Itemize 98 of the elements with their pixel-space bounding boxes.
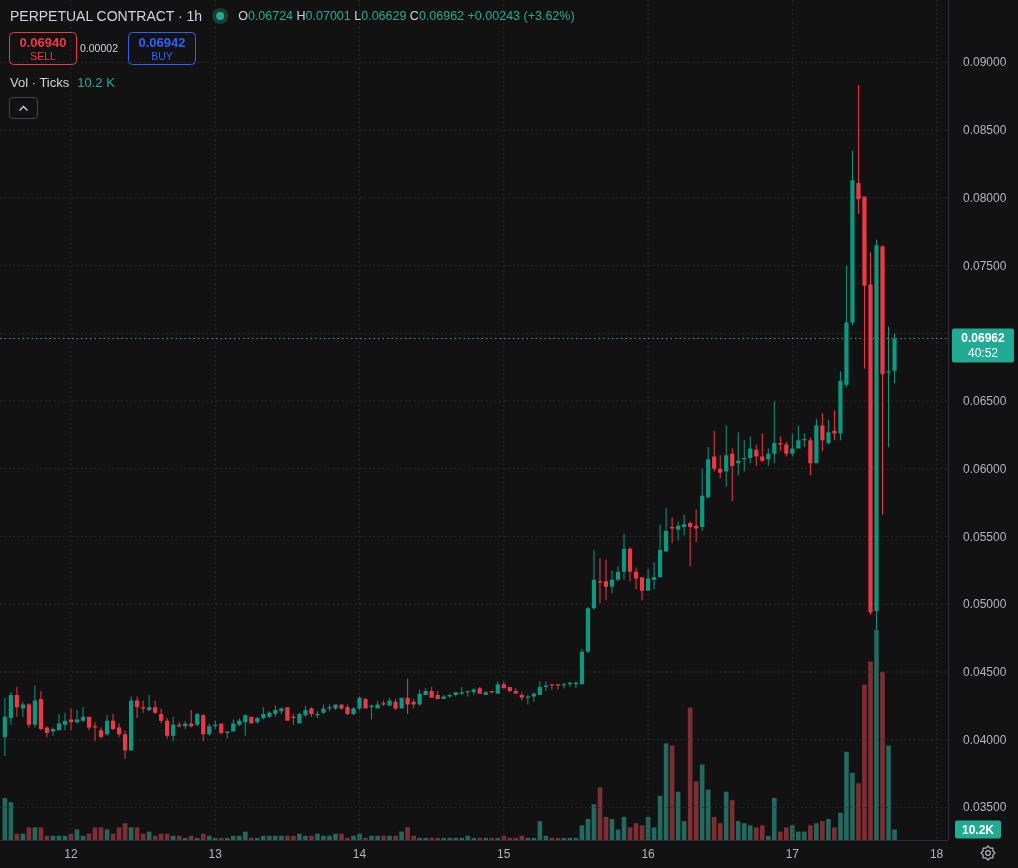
candlestick [357,696,362,710]
bar [723,791,729,840]
bar [381,835,386,840]
candlestick [387,697,392,706]
x-tick-label: 17 [785,847,800,861]
y-tick-label: 0.05000 [963,597,1007,612]
candlestick [68,708,74,731]
candlestick [141,700,146,713]
annotation: 0.06940 [19,34,67,50]
text: 40:52 [967,346,999,361]
candlestick [561,682,567,689]
candlestick [315,711,320,719]
candlestick [92,722,98,742]
y-tick-label: 0.03500 [963,800,1007,815]
y-tick-label: 0.04000 [963,732,1007,747]
candlestick [603,559,609,601]
bar [651,827,657,840]
y-tick-label: 0.04500 [963,665,1007,679]
candlestick [597,558,603,603]
bar [26,827,32,840]
bar [874,630,879,840]
candlestick [670,517,675,544]
bar [489,837,495,840]
ref-line-label: 0.06962 [961,331,1006,346]
y-tick-label: 0.08500 [963,123,1007,138]
candlestick [363,697,368,709]
bar [820,821,825,840]
bar [188,835,194,840]
bar [832,827,837,840]
annotation: 0.06942 [138,34,186,50]
bar [808,825,813,840]
annotation: 10.2 K [77,74,116,90]
candlestick [742,440,747,472]
candlestick [189,709,194,728]
bar [501,835,507,840]
bar [32,827,38,840]
bar [194,837,200,840]
bar [38,827,44,840]
bar [128,827,134,840]
candlestick [309,707,314,717]
y-tick-label: 0.09000 [963,55,1007,70]
x-tick-label: 14 [352,847,367,861]
candlestick [525,695,530,705]
candlestick [688,521,693,567]
candlestick [874,239,879,630]
text: PERPETUAL CONTRACT · 1h [10,8,203,24]
bar [116,827,122,840]
candlestick [555,684,560,690]
bar [814,823,819,840]
bar [387,835,392,840]
candlestick [393,699,398,710]
bar [483,837,489,840]
candlestick [381,700,386,706]
x-tick-label: 15 [497,847,511,861]
candlestick [411,699,416,709]
text: O0.06724 H0.07001 L0.06629 C0.06962 +0.00243 (+3.62%) [238,9,575,23]
candlestick [850,150,855,326]
bar [249,837,254,840]
candlestick [651,562,657,590]
x-tick-label: 16 [641,847,656,861]
chart-title: Vol · Ticks [10,74,70,90]
x-tick-label: 18 [929,847,944,861]
y-tick-label: 0.06000 [963,461,1007,476]
candlestick [832,410,837,441]
candlestick [321,704,326,714]
y-tick-label: 0.06500 [963,394,1007,409]
y-tick-label: 0.05500 [963,529,1007,544]
bar [200,833,206,840]
bar [98,827,104,840]
text: 10.2K [961,822,995,837]
bar [826,819,831,840]
bar [880,672,885,840]
bar [218,837,224,840]
candlestick [886,326,891,448]
candlestick [880,245,885,515]
candlestick [459,686,464,696]
y-tick-label: 0.08000 [963,190,1007,205]
y-tick-label: 0.07500 [963,258,1007,273]
bar [627,827,633,840]
bar [399,831,404,840]
bar [309,835,314,840]
candlestick [682,514,687,536]
candlestick [549,684,554,690]
bar [495,837,501,840]
bar [92,827,98,840]
bar [363,837,368,840]
annotation: BUY [151,50,173,62]
candlestick [736,432,741,476]
annotation: 0.00002 [80,42,119,54]
x-tick-label: 12 [64,847,78,861]
candlestick [351,707,356,716]
x-tick-label: 13 [208,847,223,861]
bar [134,827,140,840]
bar [729,800,735,840]
candlestick [892,333,897,384]
bar [393,835,398,840]
annotation: SELL [30,50,56,62]
bar [477,837,483,840]
